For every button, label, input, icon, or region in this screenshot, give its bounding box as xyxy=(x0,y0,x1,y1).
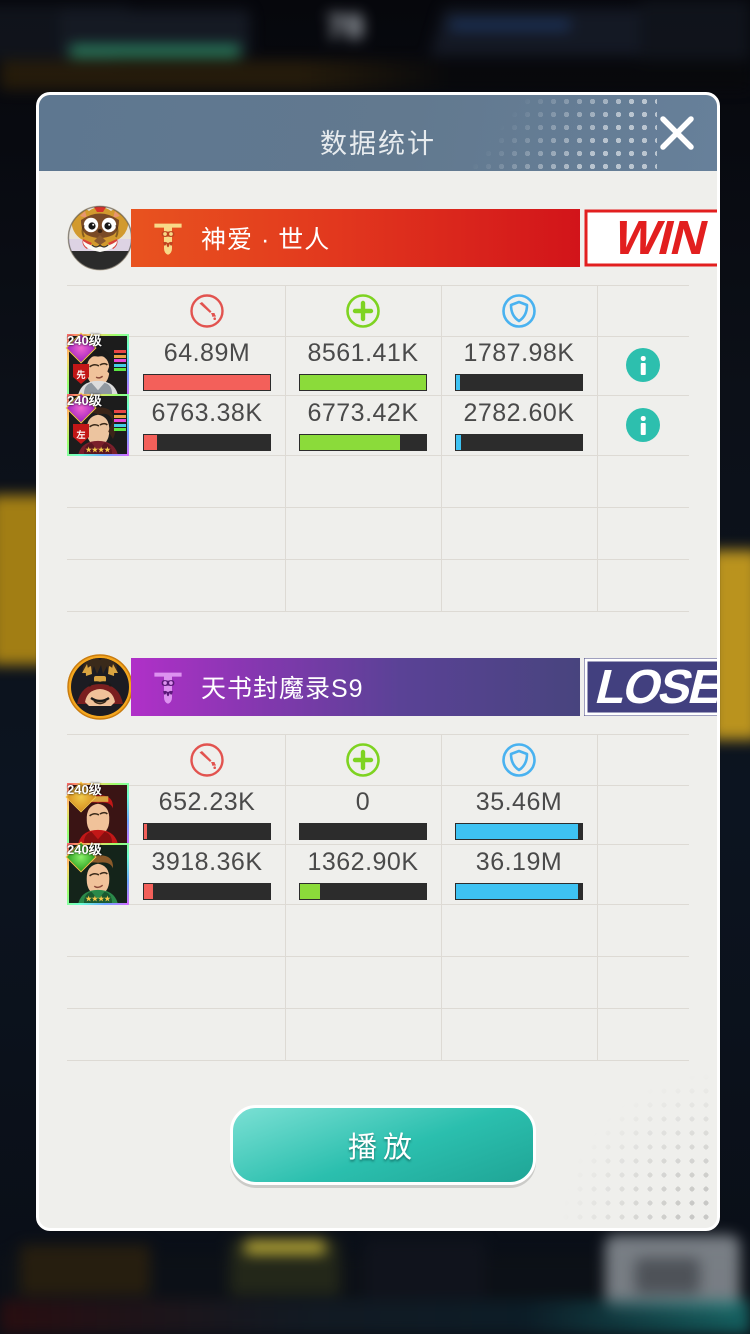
svg-text:WIN: WIN xyxy=(609,212,713,265)
svg-text:LOSE: LOSE xyxy=(591,661,720,714)
